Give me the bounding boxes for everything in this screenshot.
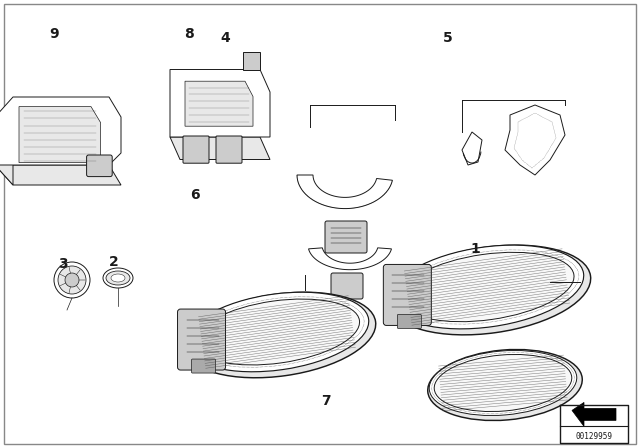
- FancyBboxPatch shape: [331, 273, 363, 299]
- FancyBboxPatch shape: [216, 136, 242, 163]
- Ellipse shape: [390, 245, 584, 329]
- Ellipse shape: [428, 349, 582, 421]
- Circle shape: [58, 266, 86, 294]
- Ellipse shape: [185, 292, 369, 372]
- Text: 6: 6: [190, 188, 200, 202]
- Ellipse shape: [111, 274, 125, 282]
- Polygon shape: [572, 402, 616, 426]
- Ellipse shape: [103, 268, 133, 288]
- FancyBboxPatch shape: [177, 309, 225, 370]
- Text: 3: 3: [58, 257, 68, 271]
- Polygon shape: [0, 97, 121, 165]
- FancyBboxPatch shape: [325, 221, 367, 253]
- Ellipse shape: [195, 299, 360, 365]
- Circle shape: [65, 273, 79, 287]
- Text: 1: 1: [470, 241, 480, 256]
- Polygon shape: [0, 165, 121, 185]
- Polygon shape: [0, 117, 13, 185]
- Text: 7: 7: [321, 394, 332, 408]
- Text: 8: 8: [184, 26, 194, 41]
- FancyBboxPatch shape: [383, 264, 431, 325]
- Polygon shape: [308, 248, 392, 270]
- Polygon shape: [19, 107, 100, 163]
- Polygon shape: [505, 105, 565, 175]
- Text: 4: 4: [220, 31, 230, 45]
- Polygon shape: [185, 81, 253, 126]
- Ellipse shape: [400, 252, 574, 322]
- Circle shape: [54, 262, 90, 298]
- Polygon shape: [462, 132, 482, 165]
- Text: 00129959: 00129959: [575, 432, 612, 441]
- FancyBboxPatch shape: [397, 314, 421, 328]
- FancyBboxPatch shape: [191, 359, 216, 373]
- Text: 9: 9: [49, 26, 60, 41]
- Polygon shape: [243, 52, 260, 69]
- Polygon shape: [297, 175, 392, 209]
- Text: 5: 5: [443, 31, 453, 45]
- Ellipse shape: [106, 271, 130, 285]
- Ellipse shape: [434, 354, 572, 412]
- Ellipse shape: [184, 292, 376, 378]
- Polygon shape: [170, 137, 270, 159]
- FancyBboxPatch shape: [86, 155, 112, 177]
- Polygon shape: [170, 69, 270, 137]
- Text: 2: 2: [109, 255, 119, 269]
- Ellipse shape: [389, 245, 591, 335]
- FancyBboxPatch shape: [183, 136, 209, 163]
- Ellipse shape: [429, 350, 577, 416]
